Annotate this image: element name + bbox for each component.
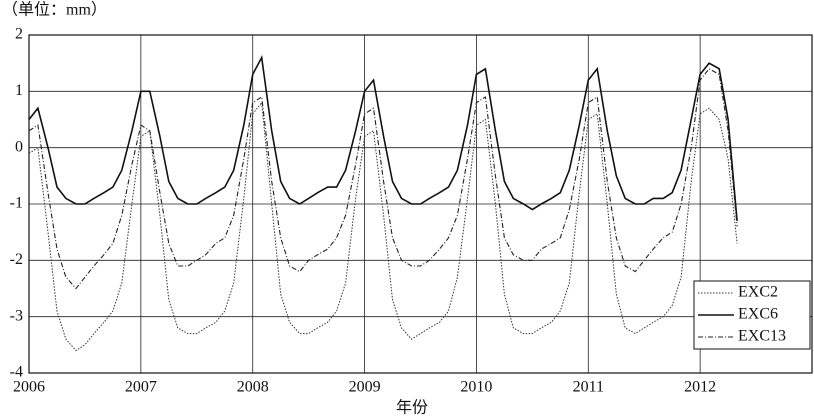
x-tick-label: 2008: [237, 379, 269, 396]
x-tick-label: 2007: [125, 379, 157, 396]
x-tick-label: 2012: [684, 379, 716, 396]
y-tick-label: 1: [15, 82, 23, 99]
legend-box: [693, 280, 811, 350]
y-tick-label: -4: [10, 364, 23, 381]
legend-label: EXC13: [738, 328, 786, 345]
x-tick-label: 2011: [573, 379, 604, 396]
series-line: [28, 101, 738, 352]
series-line: [28, 68, 738, 290]
plot-frame: [28, 34, 813, 374]
x-axis-label: 年份: [396, 399, 428, 417]
y-tick-label: -2: [10, 251, 23, 268]
y-tick-label: 0: [15, 138, 23, 155]
legend-label: EXC2: [738, 284, 778, 301]
legend: EXC2 EXC6 EXC13: [693, 280, 811, 350]
unit-label: （单位：mm）: [2, 1, 107, 19]
y-tick-label: -3: [10, 307, 23, 324]
x-tick-label: 2006: [13, 379, 45, 396]
y-tick-label: 2: [15, 26, 23, 43]
y-tick-label: -1: [10, 195, 23, 212]
series-line: [28, 54, 738, 221]
x-tick-label: 2010: [460, 379, 492, 396]
x-tick-label: 2009: [349, 379, 381, 396]
legend-label: EXC6: [738, 306, 778, 323]
